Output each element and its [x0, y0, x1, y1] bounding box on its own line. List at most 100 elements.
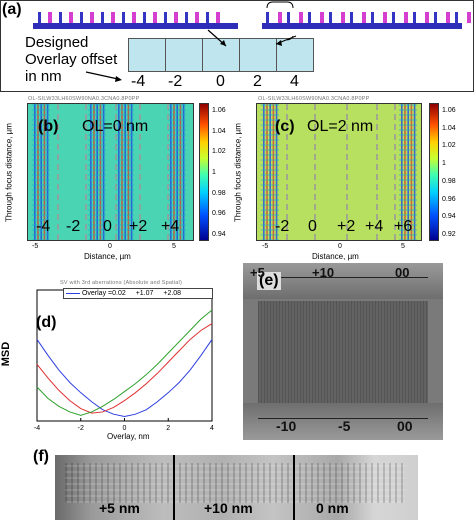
grating-pillar	[434, 12, 437, 23]
grating-pillar	[383, 12, 387, 23]
offset-label: 0	[216, 73, 225, 90]
colorbar-tick: 1.06	[442, 107, 456, 114]
panel-f-text: +5 nm	[99, 500, 140, 516]
legend-entry: +2.08	[163, 290, 182, 297]
panel-b-annotation: OL=0 nm	[82, 118, 149, 135]
panel-e-label: (e)	[257, 272, 281, 290]
grating-pillar	[266, 12, 269, 23]
region-label: +6	[394, 218, 413, 235]
colorbar-tick: 0.94	[212, 231, 226, 238]
panel-d-xlabel: Overlay, nm	[107, 432, 150, 441]
caption-line-3: in nm	[25, 68, 62, 85]
panel-d-title: SV with 3rd aberrations (Absolute and Sp…	[60, 280, 183, 286]
x-tick-label: 2	[166, 425, 170, 432]
fringe-band	[261, 104, 279, 240]
fringe-band	[168, 104, 186, 240]
xtick: -5	[262, 243, 269, 250]
colorbar-tick: 1.04	[442, 124, 456, 132]
offset-label: -2	[168, 73, 183, 90]
colorbar-tick: 0.96	[212, 210, 226, 218]
region-label: -4	[36, 218, 51, 235]
heatmap-c	[256, 103, 422, 241]
panel-b-xlabel: Distance, µm	[84, 252, 131, 261]
grating-pillar	[122, 12, 125, 23]
grating-pillar	[153, 12, 157, 23]
panel-f-text: +10 nm	[204, 500, 253, 516]
series-line	[36, 339, 213, 417]
grating-pillar	[350, 12, 353, 23]
grating-pillar	[392, 12, 395, 23]
region-label: 0	[103, 218, 112, 235]
panel-e-bottom-line	[258, 418, 428, 419]
grating-pillar	[446, 12, 450, 23]
panel-d-legend: Overlay =0.02 +1.07 +2.08	[63, 288, 213, 299]
grating-pillar	[38, 12, 41, 23]
panel-e-image	[243, 263, 443, 440]
panel-a-label: (a)	[2, 1, 22, 18]
heatmap-canvas	[257, 104, 421, 240]
xtick: 0	[108, 243, 112, 250]
panel-e-top-label: +10	[312, 265, 335, 280]
caption-line-2: Overlay offset	[25, 51, 118, 68]
grating-pillar	[299, 12, 303, 23]
panel-e-top-label: +5	[250, 265, 265, 280]
xtick: 5	[172, 243, 176, 250]
grating-pillar	[308, 12, 311, 23]
xtick: 5	[401, 243, 405, 250]
panel-e-top-line	[258, 277, 428, 278]
panel-e-bottom-label: -10	[276, 418, 297, 434]
grating-diagram	[33, 12, 471, 29]
grating-pillar	[59, 12, 62, 23]
panel-b-ylabel: Through focus distance, µm	[4, 123, 14, 222]
legend-entry: +1.07	[135, 290, 154, 297]
grating-pillar	[467, 12, 471, 23]
fringe-band	[32, 104, 50, 240]
panel-e-bottom-label: -5	[338, 418, 351, 434]
region-label: +4	[365, 218, 384, 235]
grating-pillar	[413, 12, 416, 23]
panel-f-divider	[173, 455, 175, 520]
legend-entry: Overlay =0.02	[81, 290, 126, 297]
offset-label: -4	[131, 73, 146, 90]
diagram-arrows	[85, 1, 297, 82]
region-label: +2	[337, 218, 356, 235]
series-line	[36, 323, 213, 414]
colorbar-tick: 1.04	[212, 127, 226, 135]
colorbar-tick: 1.02	[212, 148, 226, 156]
fringe-band	[399, 104, 417, 240]
panel-c-xlabel: Distance, µm	[312, 252, 359, 261]
grating-pillar	[164, 12, 167, 23]
colorbar-tick: 0.96	[442, 195, 456, 203]
grating-pillar	[195, 12, 199, 23]
fringe-band	[116, 104, 134, 240]
panel-c-header: OL-SILW33LH60SW90NA0.3CNA0.8P0PP	[258, 96, 370, 102]
offset-label: 4	[290, 73, 299, 90]
panel-c-annotation: OL=2 nm	[307, 118, 374, 135]
region-label: -2	[275, 218, 290, 235]
colorbar-tick: 1.06	[212, 107, 226, 114]
grating-bar	[262, 23, 462, 29]
colorbar-tick: 0.98	[212, 189, 226, 197]
panel-e-bottom-strip	[243, 403, 443, 440]
panel-f-texture	[65, 463, 405, 503]
region-label: +4	[161, 218, 180, 235]
region-label: +2	[129, 218, 148, 235]
grating-pillar	[341, 12, 345, 23]
region-label: -2	[66, 218, 81, 235]
colorbar-tick: 0.94	[442, 213, 456, 221]
xtick: -5	[32, 243, 39, 250]
grating-pillar	[132, 12, 136, 23]
colorbar-tick: 1	[212, 169, 216, 176]
heatmap-background	[28, 104, 193, 240]
grating-pillar	[404, 12, 408, 23]
colorbar-tick: 1	[442, 160, 446, 168]
grating-pillar	[185, 12, 188, 23]
panel-c-ylabel: Through focus distance, µm	[233, 123, 243, 222]
caption-line-1: Designed	[25, 34, 89, 51]
panel-e-top-label: 00	[395, 265, 410, 280]
panel-e-bottom-label: 00	[397, 418, 413, 434]
grating-pillar	[425, 12, 429, 23]
grating-bar	[33, 23, 238, 29]
grating-pillar	[48, 12, 52, 23]
xtick: 0	[338, 243, 342, 250]
